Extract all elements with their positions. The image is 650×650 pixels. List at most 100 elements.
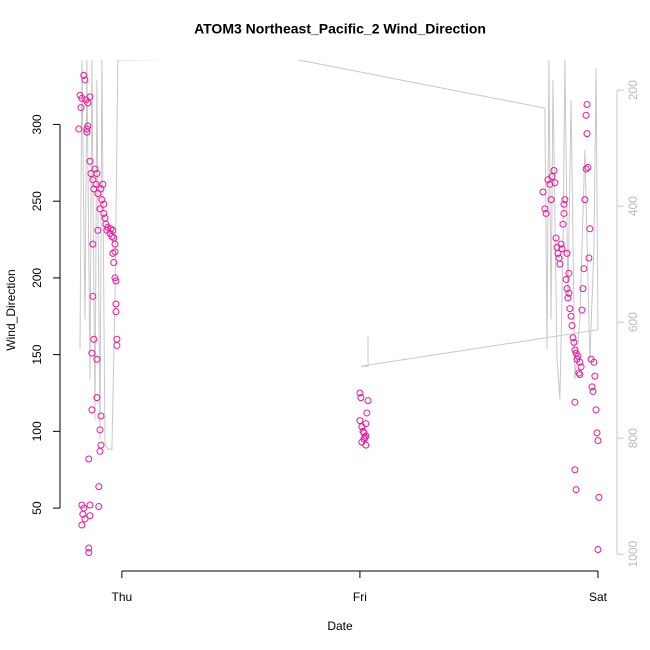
point <box>113 335 121 343</box>
point <box>98 196 106 204</box>
point <box>80 71 88 79</box>
point <box>97 441 105 449</box>
point <box>575 369 583 377</box>
point <box>571 466 579 474</box>
point <box>112 277 120 285</box>
point <box>565 289 573 297</box>
point <box>112 308 120 316</box>
point <box>357 394 365 402</box>
point <box>81 76 89 84</box>
point <box>89 292 97 300</box>
point <box>111 274 119 282</box>
point <box>88 406 96 414</box>
point <box>595 493 603 501</box>
point <box>557 240 565 248</box>
point <box>113 341 121 349</box>
point <box>568 321 576 329</box>
plot-points <box>75 71 603 557</box>
point <box>77 104 85 112</box>
point <box>574 352 582 360</box>
point <box>94 226 102 234</box>
plot-lines <box>79 60 599 450</box>
point <box>560 200 568 208</box>
point <box>95 483 103 491</box>
point <box>97 185 105 193</box>
point <box>111 248 119 256</box>
point <box>542 209 550 217</box>
point <box>594 546 602 554</box>
point <box>539 188 547 196</box>
point <box>99 180 107 188</box>
point <box>572 486 580 494</box>
point <box>360 435 368 443</box>
point <box>584 163 592 171</box>
point <box>83 125 91 133</box>
point <box>581 196 589 204</box>
point <box>576 358 584 366</box>
point <box>546 180 554 188</box>
y2-tick-label: 800 <box>626 428 640 448</box>
point <box>111 240 119 248</box>
point <box>588 383 596 391</box>
point <box>541 205 549 213</box>
point <box>589 387 597 395</box>
point <box>552 234 560 242</box>
point <box>594 437 602 445</box>
point <box>96 426 104 434</box>
point <box>554 249 562 257</box>
point <box>86 157 94 165</box>
point <box>561 196 569 204</box>
point <box>550 166 558 174</box>
point <box>547 196 555 204</box>
point <box>90 335 98 343</box>
y2-tick-label: 200 <box>626 80 640 100</box>
point <box>110 259 118 267</box>
point <box>583 130 591 138</box>
point <box>85 544 93 552</box>
y-tick-label: 300 <box>30 114 44 134</box>
point <box>362 441 370 449</box>
point <box>97 412 105 420</box>
point <box>109 226 117 234</box>
point <box>85 549 93 557</box>
point <box>559 220 567 228</box>
point <box>576 371 584 379</box>
chart-title: ATOM3 Northeast_Pacific_2 Wind_Direction <box>194 21 486 37</box>
x-tick-label: Sat <box>589 590 608 604</box>
point <box>112 300 120 308</box>
point <box>84 99 92 107</box>
point <box>109 249 117 257</box>
point <box>86 93 94 101</box>
point <box>593 429 601 437</box>
point <box>107 225 115 233</box>
point <box>96 205 104 213</box>
y2-tick-label: 600 <box>626 312 640 332</box>
point <box>570 338 578 346</box>
point <box>582 165 590 173</box>
point <box>93 394 101 402</box>
point <box>579 285 587 293</box>
point <box>571 346 579 354</box>
point <box>91 165 99 173</box>
point <box>551 179 559 187</box>
point <box>583 101 591 109</box>
point <box>592 406 600 414</box>
point <box>356 417 364 425</box>
point <box>93 170 101 178</box>
line <box>79 60 599 450</box>
point <box>582 111 590 119</box>
point <box>580 265 588 273</box>
point <box>75 125 83 133</box>
point <box>78 521 86 529</box>
y-tick-label: 150 <box>30 344 44 364</box>
y-axis-label: Wind_Direction <box>4 269 18 350</box>
point <box>85 455 93 463</box>
y2-tick-label: 400 <box>626 196 640 216</box>
point <box>96 447 104 455</box>
point <box>571 398 579 406</box>
point <box>564 294 572 302</box>
point <box>548 173 556 181</box>
point <box>90 185 98 193</box>
point <box>586 225 594 233</box>
point <box>89 240 97 248</box>
